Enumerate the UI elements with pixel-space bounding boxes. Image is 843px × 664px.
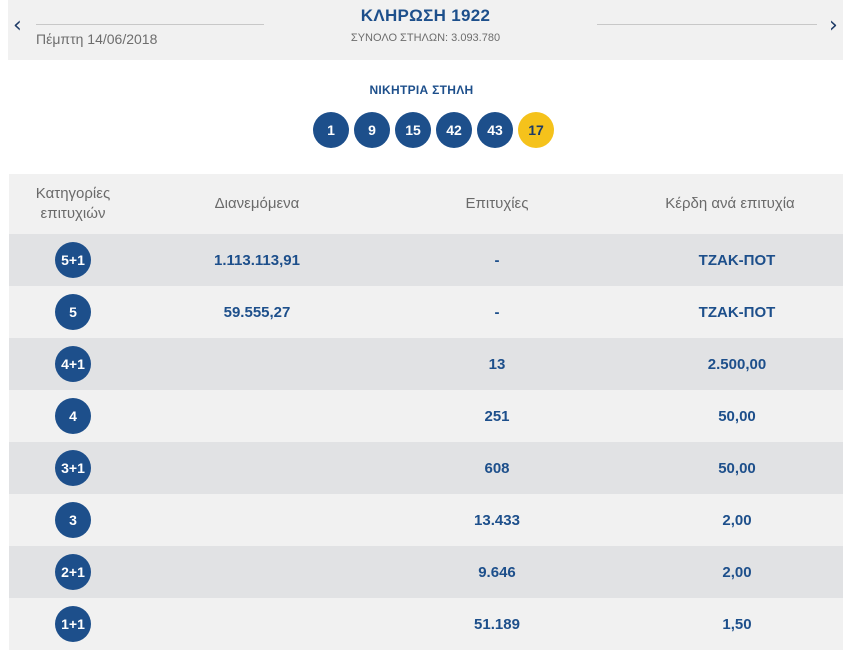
wins-cell: 608 bbox=[484, 459, 510, 477]
winning-number-ball: 15 bbox=[395, 112, 431, 148]
distributed-cell: 59.555,27 bbox=[223, 303, 291, 321]
wins-cell: 9.646 bbox=[478, 563, 516, 581]
wins-cell: 13.433 bbox=[474, 511, 520, 529]
distributed-cell bbox=[137, 442, 377, 494]
prize-cell: ΤΖΑΚ-ΠΟΤ bbox=[698, 303, 776, 321]
distributed-cell bbox=[137, 390, 377, 442]
divider-right bbox=[597, 24, 817, 25]
prize-cell: ΤΖΑΚ-ΠΟΤ bbox=[698, 251, 776, 269]
draw-header: ‹ Πέμπτη 14/06/2018 ΚΛΗΡΩΣΗ 1922 ΣΥΝΟΛΟ … bbox=[8, 0, 843, 60]
category-ball: 4+1 bbox=[55, 346, 91, 382]
prize-cell: 50,00 bbox=[718, 459, 756, 477]
winning-column-label: ΝΙΚΗΤΡΙΑ ΣΤΗΛΗ bbox=[369, 83, 474, 97]
table-row: 2+1 9.646 2,00 bbox=[9, 546, 843, 598]
table-row: 5 59.555,27 - ΤΖΑΚ-ΠΟΤ bbox=[9, 286, 843, 338]
table-row: 4 251 50,00 bbox=[9, 390, 843, 442]
table-row: 3+1 608 50,00 bbox=[9, 442, 843, 494]
table-row: 1+1 51.189 1,50 bbox=[9, 598, 843, 650]
winning-number-ball: 9 bbox=[354, 112, 390, 148]
winning-number-ball: 42 bbox=[436, 112, 472, 148]
prize-cell: 2,00 bbox=[722, 563, 752, 581]
draw-title: ΚΛΗΡΩΣΗ 1922 bbox=[360, 6, 491, 25]
chevron-left-icon[interactable]: ‹ bbox=[13, 13, 22, 38]
category-ball: 2+1 bbox=[55, 554, 91, 590]
table-row: 5+1 1.113.113,91 - ΤΖΑΚ-ΠΟΤ bbox=[9, 234, 843, 286]
header-wins: Επιτυχίες bbox=[465, 195, 529, 212]
distributed-cell bbox=[137, 598, 377, 650]
header-category: Κατηγορίες επιτυχιών bbox=[35, 185, 111, 222]
wins-cell: 251 bbox=[484, 407, 510, 425]
wins-cell: 51.189 bbox=[474, 615, 520, 633]
table-header: Κατηγορίες επιτυχιών Διανεμόμενα Επιτυχί… bbox=[9, 174, 843, 234]
joker-ball: 17 bbox=[518, 112, 554, 148]
draw-date: Πέμπτη 14/06/2018 bbox=[36, 31, 158, 47]
category-ball: 5 bbox=[55, 294, 91, 330]
prize-cell: 2,00 bbox=[722, 511, 752, 529]
wins-cell: - bbox=[494, 251, 500, 269]
category-ball: 3 bbox=[55, 502, 91, 538]
winning-numbers: 1 9 15 42 43 17 bbox=[313, 112, 554, 148]
distributed-cell bbox=[137, 494, 377, 546]
category-ball: 4 bbox=[55, 398, 91, 434]
table-row: 4+1 13 2.500,00 bbox=[9, 338, 843, 390]
results-table: Κατηγορίες επιτυχιών Διανεμόμενα Επιτυχί… bbox=[9, 174, 843, 650]
header-distributed: Διανεμόμενα bbox=[214, 195, 300, 212]
distributed-cell bbox=[137, 338, 377, 390]
wins-cell: - bbox=[494, 303, 500, 321]
prize-cell: 1,50 bbox=[722, 615, 752, 633]
chevron-right-icon[interactable]: › bbox=[829, 13, 838, 38]
winning-number-ball: 43 bbox=[477, 112, 513, 148]
divider-left bbox=[36, 24, 264, 25]
category-ball: 3+1 bbox=[55, 450, 91, 486]
category-ball: 1+1 bbox=[55, 606, 91, 642]
prize-cell: 2.500,00 bbox=[707, 355, 767, 373]
table-row: 3 13.433 2,00 bbox=[9, 494, 843, 546]
total-columns: ΣΥΝΟΛΟ ΣΤΗΛΩΝ: 3.093.780 bbox=[350, 32, 501, 44]
distributed-cell: 1.113.113,91 bbox=[214, 251, 300, 269]
category-ball: 5+1 bbox=[55, 242, 91, 278]
distributed-cell bbox=[137, 546, 377, 598]
header-prize: Κέρδη ανά επιτυχία bbox=[665, 195, 795, 212]
winning-number-ball: 1 bbox=[313, 112, 349, 148]
prize-cell: 50,00 bbox=[718, 407, 756, 425]
wins-cell: 13 bbox=[488, 355, 506, 373]
